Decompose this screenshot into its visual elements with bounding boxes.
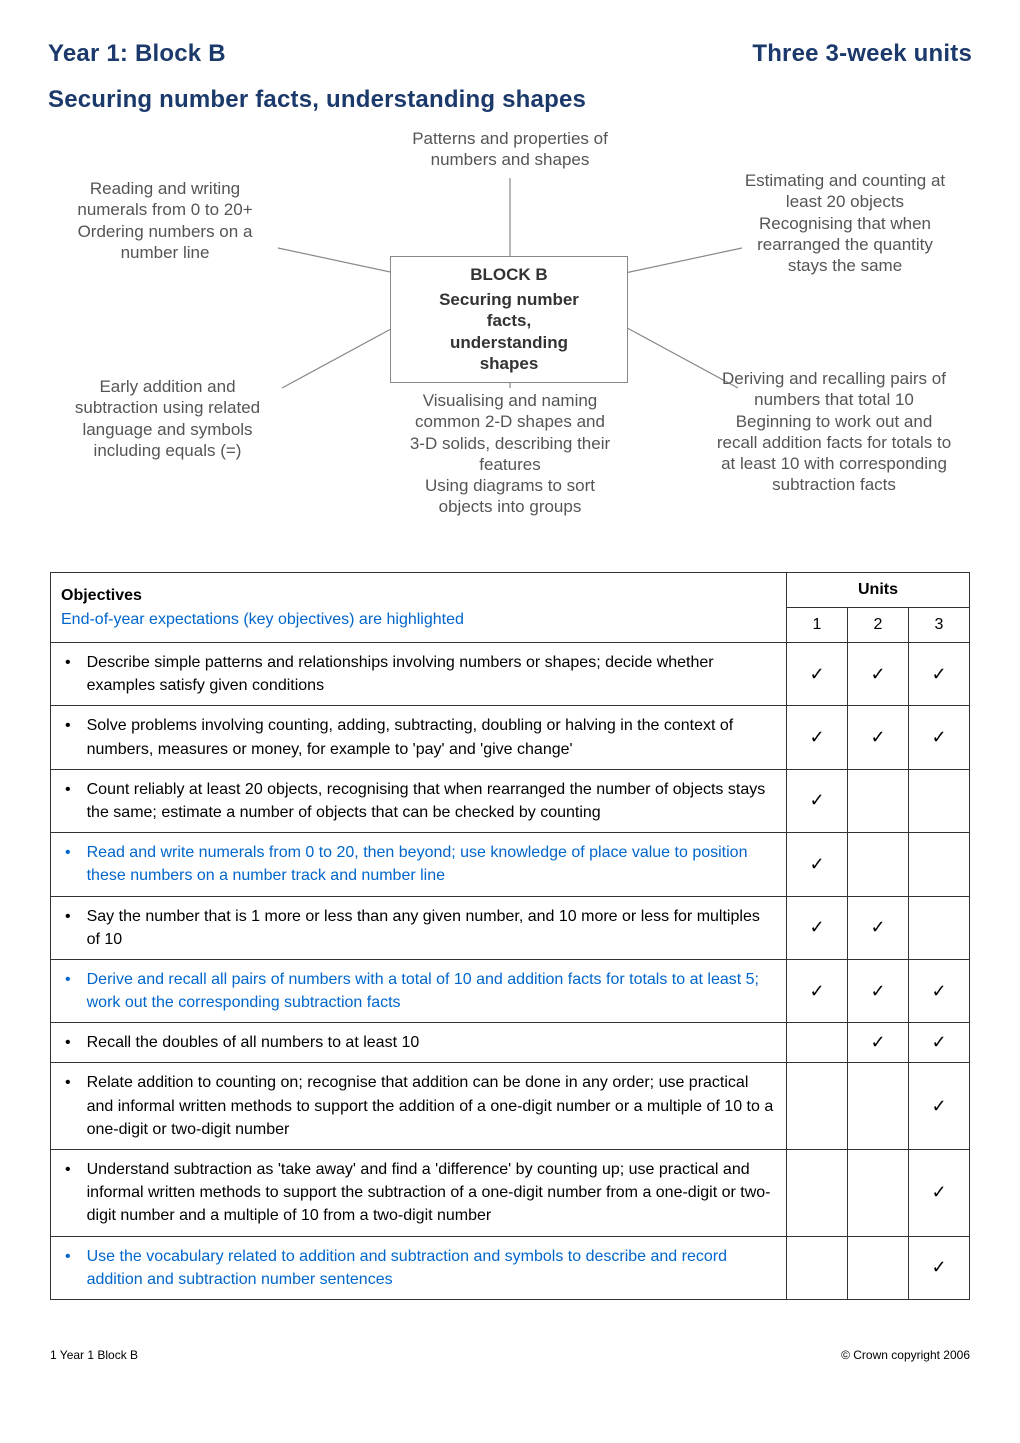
bullet-icon: • bbox=[61, 841, 71, 864]
objective-cell: • Relate addition to counting on; recogni… bbox=[51, 1063, 787, 1150]
objective-text: Use the vocabulary related to addition a… bbox=[87, 1245, 776, 1291]
page-header: Year 1: Block B Three 3-week units bbox=[48, 40, 972, 68]
table-row: • Use the vocabulary related to addition … bbox=[51, 1236, 970, 1299]
table-head-row: Objectives End-of-year expectations (key… bbox=[51, 573, 970, 608]
unit-3: 3 bbox=[909, 608, 970, 643]
check-cell bbox=[848, 769, 909, 832]
objective-cell: • Use the vocabulary related to addition … bbox=[51, 1236, 787, 1299]
block-diagram: Patterns and properties ofnumbers and sh… bbox=[50, 128, 970, 548]
page-subtitle: Securing number facts, understanding sha… bbox=[48, 86, 972, 114]
objective-text: Understand subtraction as 'take away' an… bbox=[87, 1158, 776, 1228]
check-cell bbox=[848, 1063, 909, 1150]
objective-text: Read and write numerals from 0 to 20, th… bbox=[87, 841, 776, 887]
page-footer: 1 Year 1 Block B © Crown copyright 2006 bbox=[50, 1348, 970, 1362]
check-cell bbox=[787, 1150, 848, 1237]
key-objectives-note: End-of-year expectations (key objectives… bbox=[61, 611, 776, 629]
objective-cell: • Solve problems involving counting, addi… bbox=[51, 706, 787, 769]
bullet-icon: • bbox=[61, 651, 71, 674]
objective-cell: • Recall the doubles of all numbers to at… bbox=[51, 1023, 787, 1063]
check-cell: ✓ bbox=[909, 706, 970, 769]
footer-right: © Crown copyright 2006 bbox=[841, 1348, 970, 1362]
table-row: • Read and write numerals from 0 to 20, t… bbox=[51, 833, 970, 896]
diagram-left-bottom: Early addition andsubtraction using rela… bbox=[50, 376, 285, 461]
objective-text: Describe simple patterns and relationshi… bbox=[87, 651, 776, 697]
check-cell bbox=[909, 896, 970, 959]
diagram-right-top: Estimating and counting atleast 20 objec… bbox=[720, 170, 970, 276]
footer-left: 1 Year 1 Block B bbox=[50, 1348, 138, 1362]
check-cell: ✓ bbox=[909, 1236, 970, 1299]
bullet-icon: • bbox=[61, 714, 71, 737]
check-cell: ✓ bbox=[909, 959, 970, 1022]
check-cell: ✓ bbox=[848, 643, 909, 706]
diagram-center-title: BLOCK B bbox=[419, 265, 599, 285]
unit-1: 1 bbox=[787, 608, 848, 643]
check-cell: ✓ bbox=[787, 706, 848, 769]
diagram-top: Patterns and properties ofnumbers and sh… bbox=[380, 128, 640, 171]
header-left: Year 1: Block B bbox=[48, 40, 226, 68]
objective-cell: • Count reliably at least 20 objects, rec… bbox=[51, 769, 787, 832]
table-body: • Describe simple patterns and relationsh… bbox=[51, 643, 970, 1300]
check-cell: ✓ bbox=[909, 1150, 970, 1237]
check-cell: ✓ bbox=[848, 706, 909, 769]
objectives-head: Objectives End-of-year expectations (key… bbox=[51, 573, 787, 643]
objective-cell: • Understand subtraction as 'take away' a… bbox=[51, 1150, 787, 1237]
header-right: Three 3-week units bbox=[752, 40, 972, 68]
table-row: • Count reliably at least 20 objects, rec… bbox=[51, 769, 970, 832]
objective-text: Relate addition to counting on; recognis… bbox=[87, 1071, 776, 1141]
objectives-head-label: Objectives bbox=[61, 587, 776, 605]
objective-text: Derive and recall all pairs of numbers w… bbox=[87, 968, 776, 1014]
unit-2: 2 bbox=[848, 608, 909, 643]
bullet-icon: • bbox=[61, 1031, 71, 1054]
check-cell bbox=[909, 769, 970, 832]
diagram-center-sub: Securing number facts,understanding shap… bbox=[419, 289, 599, 374]
diagram-right-bottom: Deriving and recalling pairs ofnumbers t… bbox=[698, 368, 970, 496]
bullet-icon: • bbox=[61, 1158, 71, 1181]
table-row: • Describe simple patterns and relationsh… bbox=[51, 643, 970, 706]
objectives-table: Objectives End-of-year expectations (key… bbox=[50, 572, 970, 1300]
objective-text: Recall the doubles of all numbers to at … bbox=[87, 1031, 776, 1054]
units-head: Units bbox=[787, 573, 970, 608]
check-cell: ✓ bbox=[787, 959, 848, 1022]
diagram-center-bottom: Visualising and namingcommon 2-D shapes … bbox=[372, 390, 648, 518]
check-cell: ✓ bbox=[848, 959, 909, 1022]
check-cell bbox=[848, 833, 909, 896]
bullet-icon: • bbox=[61, 778, 71, 801]
bullet-icon: • bbox=[61, 968, 71, 991]
objective-cell: • Say the number that is 1 more or less t… bbox=[51, 896, 787, 959]
objective-text: Solve problems involving counting, addin… bbox=[87, 714, 776, 760]
check-cell: ✓ bbox=[909, 1063, 970, 1150]
table-row: • Relate addition to counting on; recogni… bbox=[51, 1063, 970, 1150]
check-cell bbox=[909, 833, 970, 896]
table-row: • Say the number that is 1 more or less t… bbox=[51, 896, 970, 959]
check-cell: ✓ bbox=[848, 1023, 909, 1063]
table-row: • Derive and recall all pairs of numbers … bbox=[51, 959, 970, 1022]
table-row: • Solve problems involving counting, addi… bbox=[51, 706, 970, 769]
check-cell bbox=[787, 1063, 848, 1150]
table-row: • Recall the doubles of all numbers to at… bbox=[51, 1023, 970, 1063]
bullet-icon: • bbox=[61, 1071, 71, 1094]
check-cell: ✓ bbox=[787, 896, 848, 959]
check-cell bbox=[787, 1023, 848, 1063]
table-row: • Understand subtraction as 'take away' a… bbox=[51, 1150, 970, 1237]
bullet-icon: • bbox=[61, 1245, 71, 1268]
check-cell: ✓ bbox=[848, 896, 909, 959]
diagram-left-top: Reading and writingnumerals from 0 to 20… bbox=[50, 178, 280, 263]
check-cell: ✓ bbox=[787, 833, 848, 896]
check-cell: ✓ bbox=[787, 769, 848, 832]
objective-text: Count reliably at least 20 objects, reco… bbox=[87, 778, 776, 824]
diagram-center: BLOCK B Securing number facts,understand… bbox=[390, 256, 628, 383]
check-cell: ✓ bbox=[787, 643, 848, 706]
check-cell bbox=[848, 1150, 909, 1237]
bullet-icon: • bbox=[61, 905, 71, 928]
objective-text: Say the number that is 1 more or less th… bbox=[87, 905, 776, 951]
check-cell bbox=[787, 1236, 848, 1299]
check-cell: ✓ bbox=[909, 1023, 970, 1063]
check-cell: ✓ bbox=[909, 643, 970, 706]
objective-cell: • Derive and recall all pairs of numbers … bbox=[51, 959, 787, 1022]
check-cell bbox=[848, 1236, 909, 1299]
objective-cell: • Read and write numerals from 0 to 20, t… bbox=[51, 833, 787, 896]
objective-cell: • Describe simple patterns and relationsh… bbox=[51, 643, 787, 706]
